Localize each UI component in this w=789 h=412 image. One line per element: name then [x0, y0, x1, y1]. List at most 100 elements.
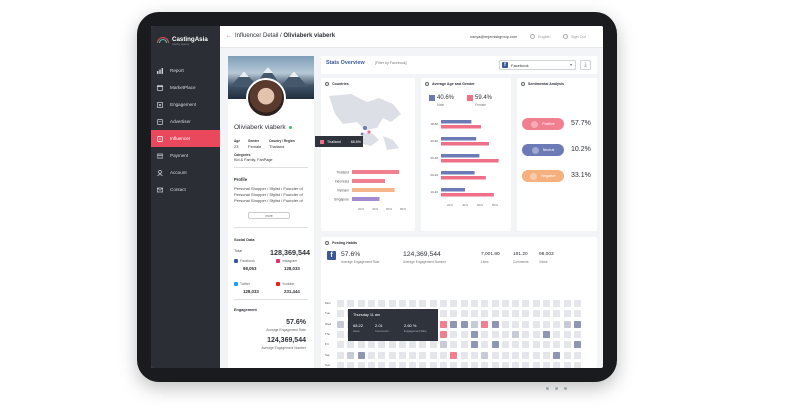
heatmap-cell[interactable] — [337, 341, 344, 349]
heatmap-cell[interactable] — [398, 361, 406, 368]
heatmap-cell[interactable] — [440, 330, 447, 338]
female-bar[interactable] — [441, 159, 499, 163]
heatmap-cell[interactable] — [573, 310, 581, 318]
heatmap-cell[interactable] — [563, 300, 571, 307]
heatmap-cell[interactable] — [460, 361, 468, 368]
heatmap-cell[interactable] — [337, 320, 344, 328]
heatmap-cell[interactable] — [481, 351, 489, 359]
heatmap-cell[interactable] — [347, 300, 355, 307]
heatmap-cell[interactable] — [470, 341, 478, 349]
heatmap-cell[interactable] — [460, 310, 468, 318]
heatmap-cell[interactable] — [440, 310, 447, 318]
heatmap-cell[interactable] — [388, 341, 396, 349]
female-bar[interactable] — [441, 142, 489, 146]
heatmap-cell[interactable] — [419, 341, 427, 349]
logo[interactable]: CastingAsia — [157, 33, 208, 45]
heatmap-cell[interactable] — [367, 351, 375, 359]
heatmap-cell[interactable] — [388, 361, 396, 368]
heatmap-cell[interactable] — [573, 341, 581, 349]
heatmap-cell[interactable] — [481, 330, 489, 338]
heatmap-cell[interactable] — [470, 330, 478, 338]
heatmap-cell[interactable] — [573, 351, 581, 359]
heatmap-cell[interactable] — [337, 310, 344, 318]
country-bar[interactable] — [352, 188, 395, 192]
heatmap-cell[interactable] — [522, 300, 530, 307]
heatmap-cell[interactable] — [470, 300, 478, 307]
heatmap-cell[interactable] — [367, 300, 375, 307]
heatmap-cell[interactable] — [419, 300, 427, 307]
heatmap-cell[interactable] — [532, 351, 540, 359]
platform-select[interactable]: f Facebook ▾ — [499, 60, 576, 70]
heatmap-cell[interactable] — [491, 341, 499, 349]
heatmap-cell[interactable] — [563, 320, 571, 328]
heatmap-cell[interactable] — [501, 361, 509, 368]
male-bar[interactable] — [441, 154, 480, 158]
country-bar[interactable] — [352, 170, 400, 174]
back-arrow-icon[interactable]: ← — [226, 33, 232, 39]
heatmap-cell[interactable] — [398, 351, 406, 359]
female-bar[interactable] — [441, 193, 494, 197]
heatmap-cell[interactable] — [419, 361, 427, 368]
heatmap-cell[interactable] — [553, 300, 561, 307]
heatmap-cell[interactable] — [522, 341, 530, 349]
heatmap-cell[interactable] — [440, 300, 447, 307]
heatmap-cell[interactable] — [409, 341, 417, 349]
female-bar[interactable] — [441, 176, 486, 180]
heatmap-cell[interactable] — [450, 320, 458, 328]
heatmap-cell[interactable] — [512, 300, 520, 307]
heatmap-cell[interactable] — [347, 351, 355, 359]
heatmap-cell[interactable] — [378, 341, 386, 349]
heatmap-cell[interactable] — [532, 310, 540, 318]
heatmap-cell[interactable] — [532, 300, 540, 307]
heatmap-cell[interactable] — [491, 330, 499, 338]
heatmap-cell[interactable] — [501, 310, 509, 318]
heatmap-cell[interactable] — [347, 341, 355, 349]
heatmap-cell[interactable] — [512, 310, 520, 318]
heatmap-cell[interactable] — [398, 300, 406, 307]
heatmap-cell[interactable] — [470, 351, 478, 359]
heatmap-cell[interactable] — [398, 341, 406, 349]
sidebar-item-engagement[interactable]: Engagement — [151, 96, 220, 113]
heatmap-cell[interactable] — [450, 300, 458, 307]
heatmap-cell[interactable] — [532, 341, 540, 349]
heatmap-cell[interactable] — [522, 330, 530, 338]
heatmap-cell[interactable] — [543, 341, 550, 349]
male-bar[interactable] — [441, 188, 465, 192]
heatmap-cell[interactable] — [470, 361, 478, 368]
heatmap-cell[interactable] — [460, 341, 468, 349]
heatmap-cell[interactable] — [512, 320, 520, 328]
heatmap-cell[interactable] — [450, 330, 458, 338]
sidebar-item-payment[interactable]: Payment — [151, 147, 220, 164]
heatmap-cell[interactable] — [470, 320, 478, 328]
heatmap-cell[interactable] — [357, 361, 365, 368]
heatmap-cell[interactable] — [440, 341, 447, 349]
heatmap-cell[interactable] — [481, 320, 489, 328]
heatmap-cell[interactable] — [450, 361, 458, 368]
heatmap-cell[interactable] — [563, 341, 571, 349]
heatmap-cell[interactable] — [573, 320, 581, 328]
heatmap-cell[interactable] — [532, 320, 540, 328]
heatmap-cell[interactable] — [501, 351, 509, 359]
heatmap-cell[interactable] — [378, 351, 386, 359]
heatmap-cell[interactable] — [522, 310, 530, 318]
heatmap-cell[interactable] — [337, 300, 344, 307]
sign-out-button[interactable]: Sign Out — [563, 34, 586, 39]
heatmap-cell[interactable] — [481, 310, 489, 318]
more-button[interactable]: more — [248, 212, 290, 219]
heatmap-cell[interactable] — [450, 351, 458, 359]
heatmap-cell[interactable] — [419, 351, 427, 359]
heatmap-cell[interactable] — [501, 300, 509, 307]
heatmap-cell[interactable] — [491, 361, 499, 368]
heatmap-cell[interactable] — [532, 330, 540, 338]
country-bar[interactable] — [352, 179, 385, 183]
heatmap-cell[interactable] — [429, 300, 437, 307]
heatmap-cell[interactable] — [553, 351, 561, 359]
heatmap-cell[interactable] — [357, 341, 365, 349]
heatmap-cell[interactable] — [337, 351, 344, 359]
heatmap-cell[interactable] — [563, 330, 571, 338]
heatmap-cell[interactable] — [470, 310, 478, 318]
sidebar-item-influencer[interactable]: Influencer — [151, 130, 220, 147]
heatmap-cell[interactable] — [460, 300, 468, 307]
heatmap-cell[interactable] — [367, 361, 375, 368]
male-bar[interactable] — [441, 137, 477, 141]
